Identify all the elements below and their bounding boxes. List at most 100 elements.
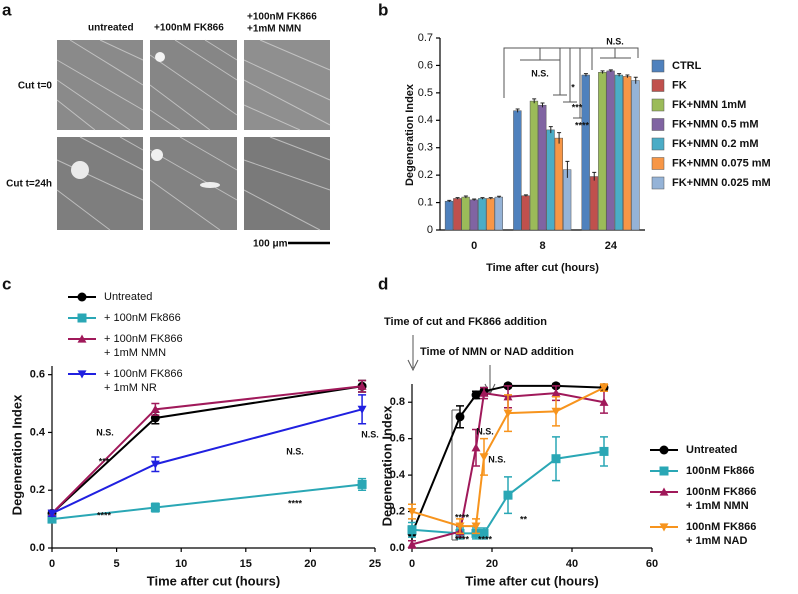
micrograph	[150, 137, 237, 230]
error-bar	[583, 73, 588, 77]
y-tick-label: 0	[427, 224, 433, 236]
marker	[47, 514, 57, 524]
legend-label: + 1mM NMN	[686, 500, 749, 512]
error-bar	[497, 195, 502, 198]
marker	[47, 509, 57, 518]
error-bar	[625, 74, 630, 78]
marker	[407, 539, 417, 548]
legend-swatch	[651, 176, 665, 190]
annotation: N.S.	[286, 446, 304, 456]
error-bar	[565, 160, 570, 178]
bar	[513, 110, 522, 231]
bar	[494, 196, 503, 231]
x-tick-label: 24	[605, 240, 618, 252]
marker	[77, 334, 87, 343]
y-tick-label: 0.7	[418, 32, 433, 44]
y-tick-label: 0.6	[30, 369, 45, 381]
annotation: ****	[97, 510, 112, 520]
marker	[479, 453, 489, 462]
bar	[546, 129, 555, 231]
legend-label: FK+NMN 1mM	[672, 99, 746, 111]
bar	[529, 100, 539, 231]
legend-swatch	[651, 118, 665, 131]
error-bar	[633, 76, 638, 84]
marker	[503, 409, 513, 418]
legend-label: FK+NMN 0.5 mM	[672, 118, 759, 130]
column-label: +100nM FK866	[247, 12, 317, 23]
marker	[479, 528, 489, 538]
annotation: N.S.	[476, 426, 494, 436]
y-tick-label: 0.0	[390, 542, 405, 554]
error-bar	[532, 98, 537, 104]
legend-label: FK+NMN 0.025 mM	[672, 177, 771, 189]
marker	[503, 490, 513, 500]
x-axis-title: Time after cut (hours)	[486, 262, 599, 274]
y-axis-title: Degeneration Index	[379, 405, 394, 526]
y-axis-title: Degeneration Index	[9, 394, 24, 515]
bar	[631, 80, 640, 231]
error-bar	[480, 197, 485, 200]
error-bar	[540, 102, 545, 108]
marker	[471, 522, 481, 531]
marker	[150, 503, 160, 513]
marker	[407, 507, 417, 517]
x-tick-label: 60	[646, 558, 658, 570]
legend-label: 100nM FK866	[686, 486, 756, 498]
legend-label: FK	[672, 79, 687, 91]
marker	[551, 388, 561, 397]
annotation: ****	[478, 534, 493, 544]
bar	[606, 70, 615, 231]
marker	[455, 522, 465, 531]
legend-label: + 100nM FK866	[104, 333, 183, 345]
legend-label: Untreated	[104, 291, 152, 303]
bar	[598, 72, 607, 231]
legend-label: Untreated	[686, 444, 737, 456]
annotation: *	[571, 82, 575, 92]
error-bar	[447, 199, 452, 203]
bar	[478, 198, 487, 231]
brackets	[407, 47, 639, 541]
legend-label: + 100nM Fk866	[104, 312, 181, 324]
micrograph	[244, 137, 330, 230]
micrograph	[57, 137, 143, 230]
y-axis-title: Degeneration Index	[404, 83, 416, 186]
legend-label: 100nM FK866	[686, 521, 756, 533]
annotation: ***	[99, 456, 110, 466]
y-tick-label: 0.2	[30, 484, 45, 496]
x-tick-label: 0	[471, 240, 477, 252]
marker	[471, 390, 481, 400]
column-label: untreated	[88, 23, 134, 34]
x-tick-label: 10	[175, 558, 187, 570]
marker	[471, 443, 481, 452]
y-tick-label: 0.6	[418, 59, 433, 71]
micrographs	[56, 39, 331, 245]
marker	[659, 466, 669, 476]
bar	[461, 196, 470, 231]
annotation: N.S.	[531, 68, 549, 78]
legend-label: CTRL	[672, 60, 702, 72]
row-label: Cut t=24h	[6, 179, 52, 190]
legend-label: + 1mM NR	[104, 382, 157, 394]
annotation: ***	[572, 102, 583, 112]
legend-label: FK+NMN 0.075 mM	[672, 157, 771, 169]
bar	[453, 198, 462, 231]
annotation: ****	[288, 498, 303, 508]
legend-swatch	[651, 59, 665, 73]
legend-swatch	[651, 79, 665, 92]
panel-label: a	[2, 0, 12, 19]
error-bar	[548, 126, 553, 134]
y-tick-label: 0.3	[418, 142, 433, 154]
legend-swatch	[651, 98, 665, 112]
y-tick-label: 0.4	[390, 469, 406, 481]
bar	[554, 137, 563, 231]
y-tick-label: 0.1	[418, 196, 433, 208]
error-bar	[472, 198, 477, 201]
x-tick-label: 20	[486, 558, 498, 570]
column-label: +100nM FK866	[154, 23, 224, 34]
bar	[623, 76, 632, 231]
row-label: Cut t=0	[18, 81, 53, 92]
marker	[407, 525, 417, 535]
annotation: ****	[455, 534, 470, 544]
x-tick-label: 15	[240, 558, 252, 570]
marker	[551, 407, 561, 416]
